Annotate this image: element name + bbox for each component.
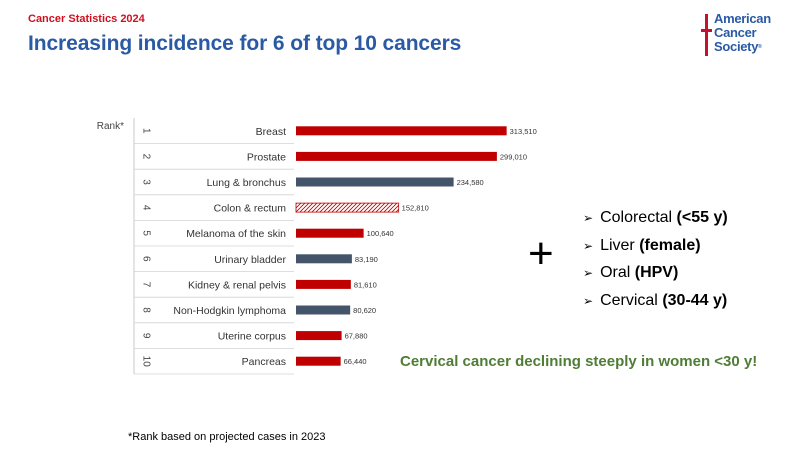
arrowhead-bullet-icon: ➢ <box>583 293 594 308</box>
category-label: Melanoma of the skin <box>186 228 286 240</box>
rank-label: 7 <box>141 282 152 288</box>
list-item: ➢ Colorectal (<55 y) <box>583 209 728 226</box>
cervical-callout: Cervical cancer declining steeply in wom… <box>400 353 758 370</box>
arrowhead-bullet-icon: ➢ <box>583 211 594 225</box>
bar <box>296 356 341 366</box>
rank-label: 4 <box>141 205 152 211</box>
bar <box>296 126 507 136</box>
value-label: 66,440 <box>344 357 367 366</box>
plus-icon: + <box>528 229 554 278</box>
rank-label: 5 <box>141 230 152 236</box>
bar <box>296 228 364 238</box>
logo-line-1: American <box>714 11 771 26</box>
category-label: Urinary bladder <box>214 254 286 266</box>
bar <box>296 254 352 264</box>
rank-label: 9 <box>141 333 152 339</box>
value-label: 100,640 <box>367 229 394 238</box>
rank-footnote: *Rank based on projected cases in 2023 <box>128 431 326 443</box>
value-label: 67,880 <box>345 332 368 341</box>
rank-label: 1 <box>141 128 152 134</box>
rank-label: 2 <box>141 154 152 160</box>
logo-hilt-icon <box>701 29 712 32</box>
acs-logo: American Cancer Society® <box>701 11 782 62</box>
value-label: 234,580 <box>457 178 484 187</box>
rank-axis-label: Rank* <box>97 121 124 132</box>
list-item: ➢ Liver (female) <box>583 236 701 254</box>
logo-registered-mark: ® <box>758 44 762 50</box>
kicker-label: Cancer Statistics 2024 <box>28 13 145 25</box>
value-label: 152,810 <box>402 204 429 213</box>
category-label: Breast <box>256 126 286 138</box>
rank-label: 6 <box>141 256 152 262</box>
category-label: Lung & bronchus <box>207 177 286 189</box>
logo-line-3: Society® <box>714 39 762 54</box>
category-label: Uterine corpus <box>218 331 286 343</box>
category-label: Prostate <box>247 151 286 163</box>
bar <box>296 279 351 289</box>
increasing-trends-list: ➢ Colorectal (<55 y) ➢ Liver (female) ➢ Ora… <box>583 209 728 319</box>
arrowhead-bullet-icon: ➢ <box>583 266 594 280</box>
bar <box>296 151 497 161</box>
category-label: Pancreas <box>242 356 286 368</box>
category-label: Colon & rectum <box>214 203 287 215</box>
rank-label: 3 <box>141 179 152 185</box>
value-label: 299,010 <box>500 152 527 161</box>
category-label: Non-Hodgkin lymphoma <box>173 305 286 317</box>
category-label: Kidney & renal pelvis <box>188 279 286 291</box>
rank-label: 10 <box>141 356 152 368</box>
list-item: ➢ Cervical (30-44 y) <box>583 291 728 309</box>
value-label: 313,510 <box>510 127 537 136</box>
logo-sword-icon <box>705 14 708 56</box>
logo-line-2: Cancer <box>714 25 757 40</box>
value-label: 81,610 <box>354 280 377 289</box>
bar <box>295 202 400 213</box>
value-label: 80,620 <box>353 306 376 315</box>
arrowhead-bullet-icon: ➢ <box>583 238 594 253</box>
list-item: ➢ Oral (HPV) <box>583 264 679 281</box>
bar <box>296 305 351 315</box>
page-title: Increasing incidence for 6 of top 10 can… <box>28 32 462 55</box>
value-label: 83,190 <box>355 255 378 264</box>
bar <box>296 331 342 341</box>
rank-label: 8 <box>141 307 152 313</box>
bar <box>296 177 454 187</box>
